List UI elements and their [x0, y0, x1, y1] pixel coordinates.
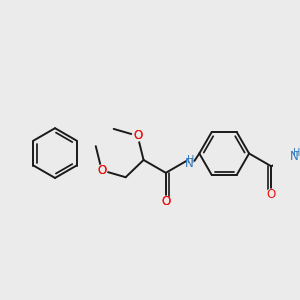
- Circle shape: [132, 130, 143, 141]
- Text: O: O: [161, 195, 170, 208]
- Text: H: H: [292, 148, 300, 158]
- Circle shape: [97, 165, 107, 175]
- Text: H: H: [187, 155, 194, 165]
- Text: N: N: [184, 157, 193, 170]
- Text: O: O: [133, 129, 142, 142]
- Circle shape: [266, 189, 277, 200]
- Text: O: O: [267, 188, 276, 201]
- Text: N: N: [290, 150, 299, 164]
- Text: O: O: [133, 129, 142, 142]
- Circle shape: [160, 196, 171, 207]
- Text: O: O: [161, 195, 170, 208]
- Text: O: O: [97, 164, 106, 177]
- Text: O: O: [97, 164, 106, 177]
